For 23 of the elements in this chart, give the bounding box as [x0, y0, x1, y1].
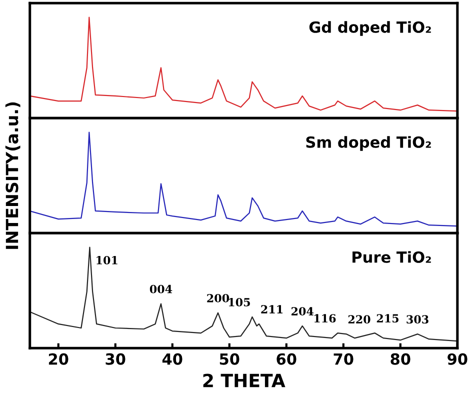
annotation: 116: [314, 314, 336, 323]
annotation: 215: [376, 314, 398, 323]
annotation: 101: [96, 256, 118, 264]
annotation: Pure TiO₂: [352, 251, 431, 263]
y-axis-title: INTENSITY(a.u.): [5, 102, 20, 249]
x-tick-label: 50: [220, 353, 240, 365]
x-tick-label: 80: [390, 353, 410, 365]
annotation: 303: [406, 315, 428, 324]
x-tick-label: 20: [48, 353, 68, 365]
x-tick-label: 30: [106, 353, 126, 365]
x-tick-label: 90: [448, 353, 468, 365]
x-tick-label: 70: [334, 353, 354, 365]
annotation: 004: [150, 284, 172, 294]
x-tick-label: 60: [276, 353, 296, 365]
x-tick-label: 40: [162, 353, 182, 365]
annotation: 204: [292, 307, 314, 316]
annotation: 211: [261, 305, 283, 314]
annotation: Gd doped TiO₂: [309, 21, 431, 36]
annotation: 105: [228, 298, 250, 306]
x-axis-title: 2 THETA: [203, 374, 286, 388]
annotation: 220: [348, 315, 370, 324]
annotation: Sm doped TiO₂: [306, 136, 431, 151]
annotation: 200: [207, 294, 230, 302]
